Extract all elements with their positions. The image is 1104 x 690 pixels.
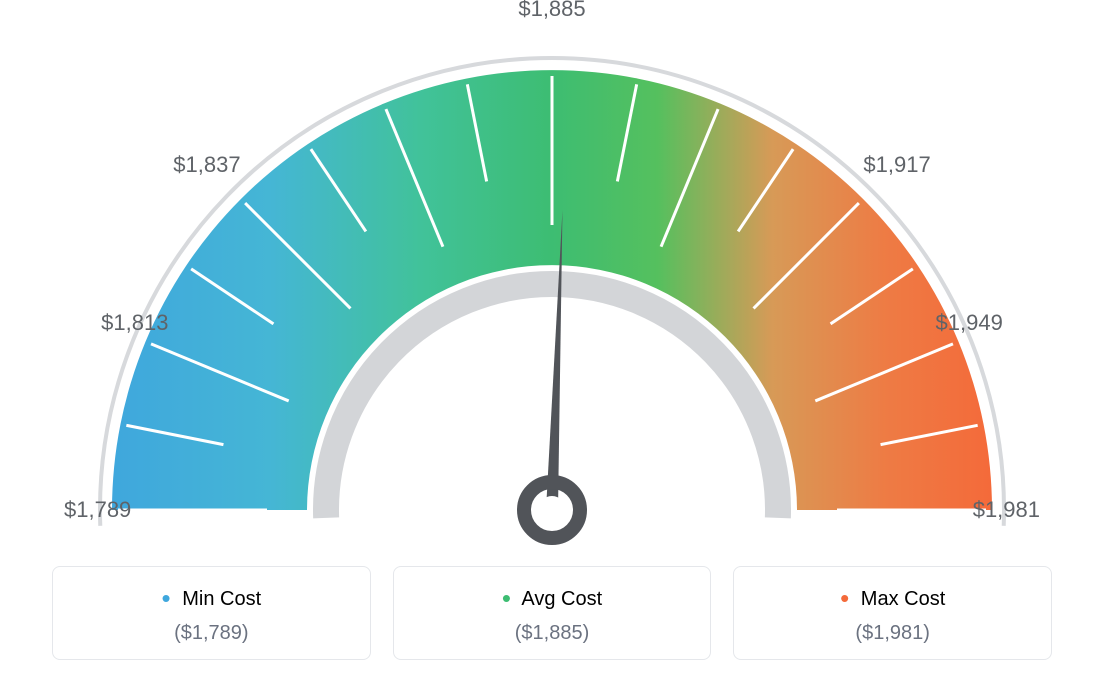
- dot-icon: •: [840, 583, 849, 613]
- legend-card-avg: • Avg Cost ($1,885): [393, 566, 712, 660]
- legend-title-max: • Max Cost: [744, 583, 1041, 614]
- legend-value-avg: ($1,885): [404, 622, 701, 645]
- legend-title-text: Max Cost: [861, 588, 945, 610]
- gauge-svg: [62, 30, 1042, 550]
- gauge-tick-label: $1,813: [101, 310, 168, 336]
- gauge-tick-label: $1,837: [173, 152, 240, 178]
- gauge-tick-label: $1,981: [973, 497, 1040, 523]
- legend-title-text: Min Cost: [182, 588, 261, 610]
- gauge-tick-label: $1,885: [518, 0, 585, 22]
- legend-card-max: • Max Cost ($1,981): [733, 566, 1052, 660]
- dot-icon: •: [162, 583, 171, 613]
- legend-value-min: ($1,789): [63, 622, 360, 645]
- gauge-tick-label: $1,789: [64, 497, 131, 523]
- gauge: $1,789$1,813$1,837$1,885$1,917$1,949$1,9…: [62, 30, 1042, 530]
- legend-row: • Min Cost ($1,789) • Avg Cost ($1,885) …: [52, 566, 1052, 660]
- legend-value-max: ($1,981): [744, 622, 1041, 645]
- legend-title-min: • Min Cost: [63, 583, 360, 614]
- legend-card-min: • Min Cost ($1,789): [52, 566, 371, 660]
- legend-title-text: Avg Cost: [521, 588, 602, 610]
- chart-container: $1,789 $1,813 $1,837 $1,885 $1,917 $1,949 $1,9…: [0, 0, 1104, 690]
- gauge-tick-label: $1,917: [863, 152, 930, 178]
- dot-icon: •: [502, 583, 511, 613]
- gauge-tick-label: $1,949: [936, 310, 1003, 336]
- legend-title-avg: • Avg Cost: [404, 583, 701, 614]
